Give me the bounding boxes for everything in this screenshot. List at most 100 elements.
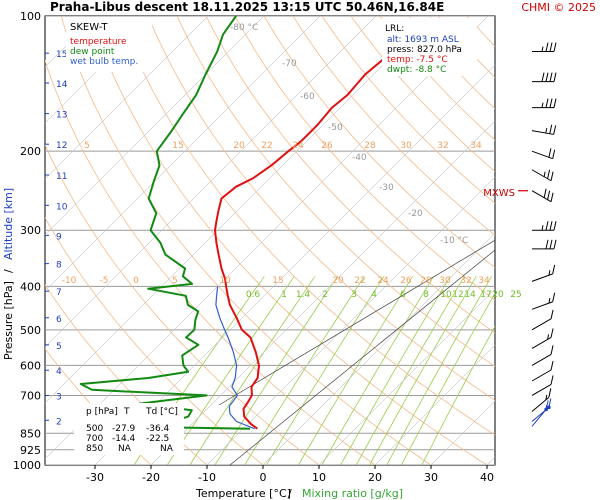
wind-barb-flag bbox=[547, 169, 551, 179]
lrl-temp: temp: -7.5 °C bbox=[387, 55, 448, 65]
mixing-ratio-label: 4 bbox=[371, 290, 377, 300]
altitude-tick-label: 6 bbox=[56, 315, 62, 325]
wind-barb-flag bbox=[550, 360, 554, 371]
theta-label: 5 bbox=[172, 276, 178, 286]
isotherm-line bbox=[206, 176, 495, 465]
wind-barb bbox=[531, 375, 554, 396]
wind-barb-flag bbox=[547, 190, 551, 200]
isotherm-line bbox=[45, 16, 433, 404]
mixing-ratio-label: 3 bbox=[351, 290, 357, 300]
pressure-tick-label: 500 bbox=[20, 324, 41, 337]
x-axis-label-temp: Temperature [°C] bbox=[195, 487, 291, 500]
wind-barb-staff bbox=[531, 273, 553, 282]
mixing-ratio-line bbox=[266, 276, 385, 465]
dry-adiabat-line bbox=[525, 16, 600, 465]
wind-barb bbox=[532, 42, 557, 53]
table-row: 700 -14.4 -22.5 bbox=[86, 434, 169, 444]
lrl-bg bbox=[382, 18, 477, 76]
wind-barb-staff bbox=[531, 384, 552, 396]
theta-label: -5 bbox=[100, 276, 109, 286]
theta-label: 34 bbox=[470, 141, 482, 151]
lrl-dwpt: dwpt: -8.8 °C bbox=[387, 65, 446, 75]
wind-barb-half bbox=[541, 225, 544, 231]
table-cell: -36.4 bbox=[146, 424, 170, 434]
isotherm-line bbox=[94, 64, 495, 465]
theta-label: 15 bbox=[272, 276, 283, 286]
mixing-ratio-label: 12 bbox=[452, 290, 463, 300]
wind-barb-flag bbox=[553, 221, 557, 231]
isotherm-line bbox=[486, 456, 495, 465]
theta-label: 22 bbox=[261, 141, 272, 151]
isotherm-line bbox=[318, 288, 495, 465]
pressure-tick-label: 1000 bbox=[13, 459, 41, 472]
wind-barb bbox=[531, 264, 556, 282]
table-row: 500 -27.9 -36.4 bbox=[86, 424, 170, 434]
wind-barb-flag bbox=[550, 345, 554, 355]
altitude-tick-label: 2 bbox=[56, 417, 62, 427]
value-table: p [hPa] T Td [°C] 500 -27.9 -36.4 700 -1… bbox=[74, 403, 184, 455]
wind-barb-flag bbox=[548, 388, 552, 398]
pressure-tick-label: 600 bbox=[20, 359, 41, 372]
wind-barb-staff bbox=[531, 150, 553, 160]
temperature-tick-label: -10 bbox=[198, 471, 216, 484]
temperature-tick-label: 40 bbox=[480, 471, 494, 484]
altitude-axis: 2 3 4 5 6 7 8 9 10 11 12 13 14 15 bbox=[45, 50, 68, 427]
mixing-ratio-label: 2 bbox=[322, 290, 328, 300]
altitude-tick-label: 13 bbox=[56, 111, 67, 121]
isotherm-label: -40 bbox=[352, 153, 367, 163]
isotherm-line bbox=[45, 16, 153, 124]
mixing-ratio-line bbox=[401, 292, 495, 465]
x-axis-label-mix: Mixing ratio [g/kg] bbox=[302, 487, 403, 500]
wind-barb-flag bbox=[545, 221, 549, 231]
wind-barb-half bbox=[541, 102, 544, 108]
wind-barb bbox=[531, 188, 554, 203]
wind-barb-flag bbox=[553, 125, 557, 135]
theta-label: 32 bbox=[437, 141, 448, 151]
table-cell: 500 bbox=[86, 424, 103, 434]
theta-label: 24 bbox=[292, 141, 304, 151]
wind-barb-half bbox=[548, 270, 551, 276]
wind-barb-half bbox=[541, 46, 544, 52]
series-line-temperature bbox=[214, 19, 424, 430]
wind-barb-flag bbox=[549, 124, 553, 134]
wind-barb-staff bbox=[531, 409, 547, 427]
altitude-tick-label: 15 bbox=[56, 50, 67, 60]
wind-barb bbox=[531, 169, 554, 182]
isotherm-label: -20 bbox=[408, 209, 423, 219]
table-row: 850 NA NA bbox=[86, 444, 174, 454]
wind-barb-flag bbox=[550, 328, 554, 338]
wind-barb bbox=[531, 345, 554, 366]
pressure-tick-label: 400 bbox=[20, 280, 41, 293]
table-cell: -14.4 bbox=[112, 434, 136, 444]
isotherm-line bbox=[45, 16, 265, 236]
series-layer bbox=[79, 16, 424, 430]
temperature-tick-label: -30 bbox=[86, 471, 104, 484]
table-cell: NA bbox=[160, 444, 174, 454]
pressure-tick-label: 100 bbox=[20, 10, 41, 23]
dry-adiabat-line bbox=[554, 16, 600, 465]
pressure-tick-label: 300 bbox=[20, 224, 41, 237]
mixing-ratio-label: 17 bbox=[480, 290, 491, 300]
wind-barb-flag bbox=[545, 239, 549, 249]
pressure-tick-label: 700 bbox=[20, 389, 41, 402]
isotherm-label: -80 °C bbox=[230, 23, 258, 33]
isotherm-label: -10 °C bbox=[440, 236, 468, 246]
isotherm-line bbox=[45, 16, 209, 180]
wind-barb-half bbox=[543, 171, 546, 177]
y-axis-label-sep: / bbox=[2, 269, 15, 273]
isotherm-label: -60 bbox=[300, 92, 315, 102]
mixing-ratio-label: 6 bbox=[400, 290, 406, 300]
mixing-ratio-label: 20 bbox=[492, 290, 504, 300]
theta-label: -10 bbox=[62, 276, 77, 286]
mixing-ratio-line bbox=[340, 276, 451, 465]
temperature-tick-label: -20 bbox=[142, 471, 160, 484]
wind-barb-flag bbox=[552, 264, 556, 274]
wind-barb bbox=[531, 124, 557, 135]
temperature-tick-label: 10 bbox=[312, 471, 326, 484]
altitude-tick-label: 8 bbox=[56, 261, 62, 271]
wind-barb bbox=[532, 98, 557, 109]
altitude-tick-label: 14 bbox=[56, 80, 68, 90]
temperature-axis: -30 -20 -10 0 10 20 30 40 bbox=[86, 465, 494, 484]
isotherm-line bbox=[45, 16, 321, 292]
mixing-ratio-label: 25 bbox=[510, 290, 521, 300]
